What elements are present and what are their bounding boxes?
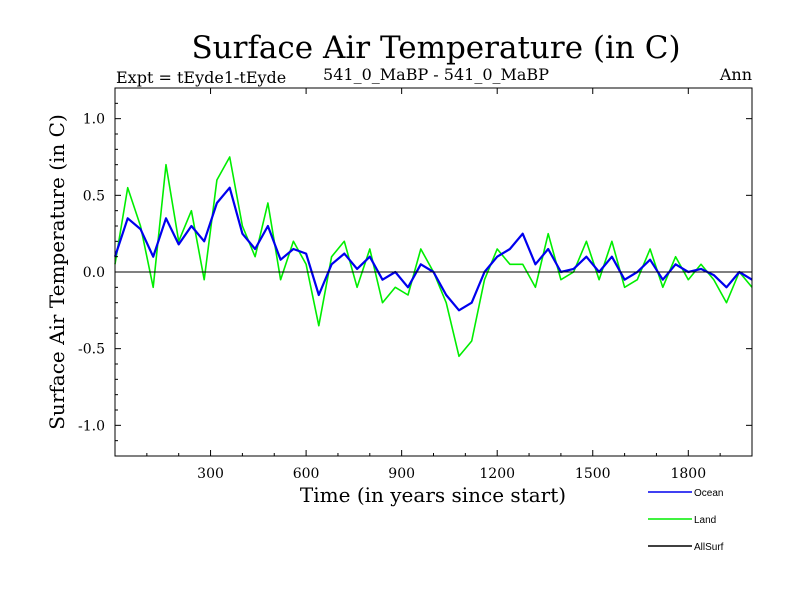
series-line-ocean <box>113 186 753 312</box>
y-tick-label: 0.0 <box>83 265 105 281</box>
x-axis-label: Time (in years since start) <box>300 483 566 507</box>
plot-area <box>113 156 753 358</box>
chart-title: Surface Air Temperature (in C) <box>191 30 680 66</box>
legend-label-ocean: Ocean <box>694 488 723 499</box>
legend-label-allsurf: AllSurf <box>694 542 724 553</box>
x-tick-label: 1800 <box>670 466 706 482</box>
y-axis-label: Surface Air Temperature (in C) <box>45 114 69 430</box>
x-tick-label: 1200 <box>479 466 515 482</box>
legend-label-land: Land <box>694 515 716 526</box>
y-tick-label: 0.5 <box>83 188 105 204</box>
x-tick-label: 600 <box>293 466 320 482</box>
y-tick-label: -0.5 <box>78 342 105 358</box>
chart-subtitle-right: Ann <box>719 65 752 84</box>
y-tick-label: -1.0 <box>78 418 105 434</box>
legend: Ocean Land AllSurf <box>648 488 724 553</box>
x-tick-label: 1500 <box>575 466 611 482</box>
x-tick-label: 900 <box>388 466 415 482</box>
chart-subtitle-left: Expt = tEyde1-tEyde <box>116 68 286 87</box>
series-line-land <box>114 156 753 358</box>
y-tick-label: 1.0 <box>83 112 105 128</box>
chart-subtitle-center: 541_0_MaBP - 541_0_MaBP <box>323 65 549 84</box>
x-tick-label: 300 <box>197 466 224 482</box>
